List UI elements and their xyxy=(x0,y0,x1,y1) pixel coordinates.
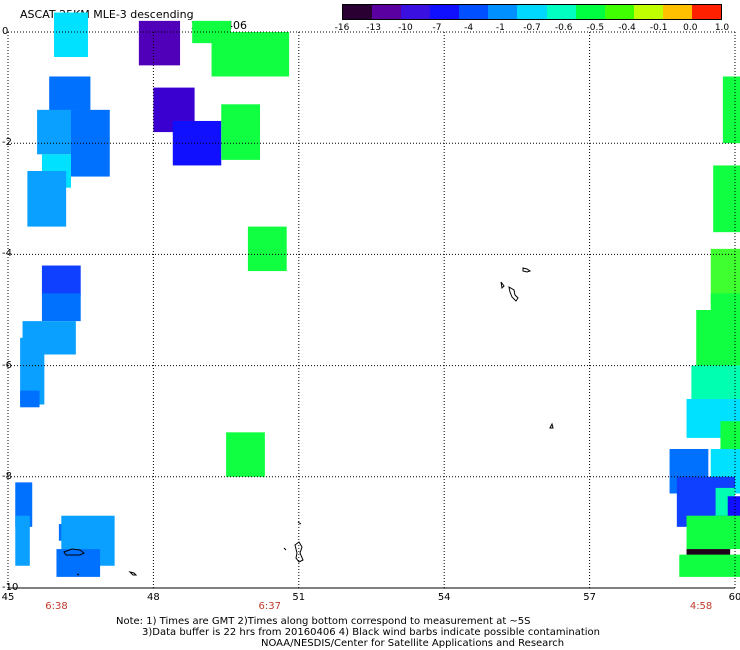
wind-cell xyxy=(41,293,81,322)
legend-swatch xyxy=(372,5,402,19)
coastline xyxy=(549,422,554,429)
legend-label: -13 xyxy=(366,23,382,33)
legend-label: -10 xyxy=(397,23,413,33)
wind-cell xyxy=(727,496,740,519)
coastline xyxy=(500,281,505,290)
legend-swatch xyxy=(343,5,373,19)
legend-swatch xyxy=(459,5,489,19)
legend-label: 1.0 xyxy=(714,23,730,33)
x-tick-label: 51 xyxy=(292,592,306,603)
wind-cell xyxy=(20,390,40,408)
legend-label: -16 xyxy=(334,23,350,33)
y-tick-label: -4 xyxy=(2,248,12,260)
coastline xyxy=(522,267,532,273)
x-tick-label: 54 xyxy=(437,592,451,603)
wind-cell xyxy=(247,226,287,272)
coastline xyxy=(283,547,287,551)
time-label: 4:58 xyxy=(689,601,713,612)
legend-label: -0.1 xyxy=(649,23,668,33)
gridlines-layer xyxy=(7,31,736,589)
legend-label: -0.7 xyxy=(523,23,541,33)
legend-label: 0.0 xyxy=(683,23,698,33)
wind-cell xyxy=(722,76,740,144)
x-tick-label: 48 xyxy=(147,592,160,603)
wind-cell xyxy=(15,515,30,566)
coastline xyxy=(294,541,304,563)
wind-cell xyxy=(41,265,81,297)
y-tick-label: -8 xyxy=(2,470,12,482)
time-label: 6:37 xyxy=(258,601,281,612)
legend-swatch xyxy=(633,5,663,19)
coastline xyxy=(76,573,80,576)
legend-label: -7 xyxy=(432,23,442,33)
time-label: 6:38 xyxy=(45,601,68,612)
legend-swatch xyxy=(604,5,634,19)
legend-swatch xyxy=(691,5,722,19)
y-tick-label: 0 xyxy=(2,26,9,37)
y-tick-label: -10 xyxy=(2,582,19,593)
wind-cell xyxy=(686,515,740,550)
coastline xyxy=(63,548,85,556)
wind-cell xyxy=(696,310,740,366)
wind-cell xyxy=(27,171,67,227)
note-line-1: Note: 1) Times are GMT 2)Times along bot… xyxy=(116,616,531,627)
y-tick-label: -2 xyxy=(2,137,12,149)
legend-swatch xyxy=(517,5,547,19)
legend-label: -0.6 xyxy=(554,23,573,33)
y-tick-label: -6 xyxy=(2,359,12,371)
x-tick-label: 57 xyxy=(583,592,596,603)
wind-cell xyxy=(221,104,261,160)
wind-cell xyxy=(71,109,110,177)
wind-cell xyxy=(138,20,181,66)
wind-cell xyxy=(54,12,88,58)
coastline xyxy=(508,285,519,302)
coastline-layer xyxy=(63,267,554,576)
color-legend-bar xyxy=(342,4,722,20)
x-tick-label: 60 xyxy=(728,592,740,603)
note-line-3: NOAA/NESDIS/Center for Satellite Applica… xyxy=(261,638,565,649)
legend-swatch xyxy=(575,5,605,19)
legend-swatch xyxy=(488,5,518,19)
x-tick-label: 45 xyxy=(1,592,15,603)
color-legend-labels: -16 -13 -10 -7 -4 -1 -0.7 -0.6 -0.5 -0.4 -0.1 0.0 1.… xyxy=(335,23,730,35)
legend-swatch xyxy=(430,5,460,19)
coastline xyxy=(128,571,138,576)
legend-label: -0.4 xyxy=(618,23,636,33)
wind-cell xyxy=(211,32,290,77)
wind-cell xyxy=(713,165,740,233)
legend-swatch xyxy=(662,5,692,19)
legend-label: -4 xyxy=(464,23,474,33)
legend-label: -0.5 xyxy=(586,23,605,33)
wind-cell xyxy=(56,549,101,577)
legend-label: -1 xyxy=(495,23,505,33)
wind-cell xyxy=(226,432,265,477)
legend-swatch xyxy=(546,5,576,19)
coastline xyxy=(297,521,302,525)
wind-cell xyxy=(679,554,740,577)
note-line-2: 3)Data buffer is 22 hrs from 20160406 4)… xyxy=(142,627,600,638)
wind-cells-layer xyxy=(15,12,740,577)
legend-swatch xyxy=(401,5,431,19)
